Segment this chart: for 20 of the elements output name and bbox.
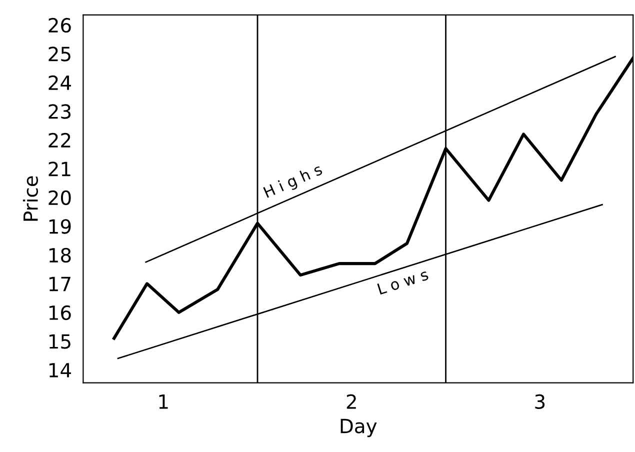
annotation: L o w s <box>377 268 429 295</box>
y-tick-label: 19 <box>49 219 71 234</box>
y-tick-label: 21 <box>48 162 70 176</box>
y-tick-label: 18 <box>49 248 71 263</box>
y-tick-label: 26 <box>48 18 71 33</box>
y-tick-label: 16 <box>49 305 71 320</box>
x-tick-label: 2 <box>346 394 356 409</box>
y-tick-label: 17 <box>49 276 70 292</box>
y-tick-label: 25 <box>48 46 70 62</box>
y-axis-title: Price <box>22 176 38 221</box>
y-tick-label: 20 <box>48 190 71 206</box>
y-tick-label: 15 <box>49 334 70 349</box>
x-tick-label: 1 <box>159 394 168 409</box>
x-axis-title: Day <box>340 418 377 438</box>
y-tick-label: 14 <box>49 363 71 378</box>
annotation: H i g h s <box>262 163 324 201</box>
y-tick-label: 24 <box>48 75 71 90</box>
y-tick-label: 23 <box>48 104 71 119</box>
y-tick-label: 22 <box>48 132 70 148</box>
x-tick-label: 3 <box>535 394 545 410</box>
